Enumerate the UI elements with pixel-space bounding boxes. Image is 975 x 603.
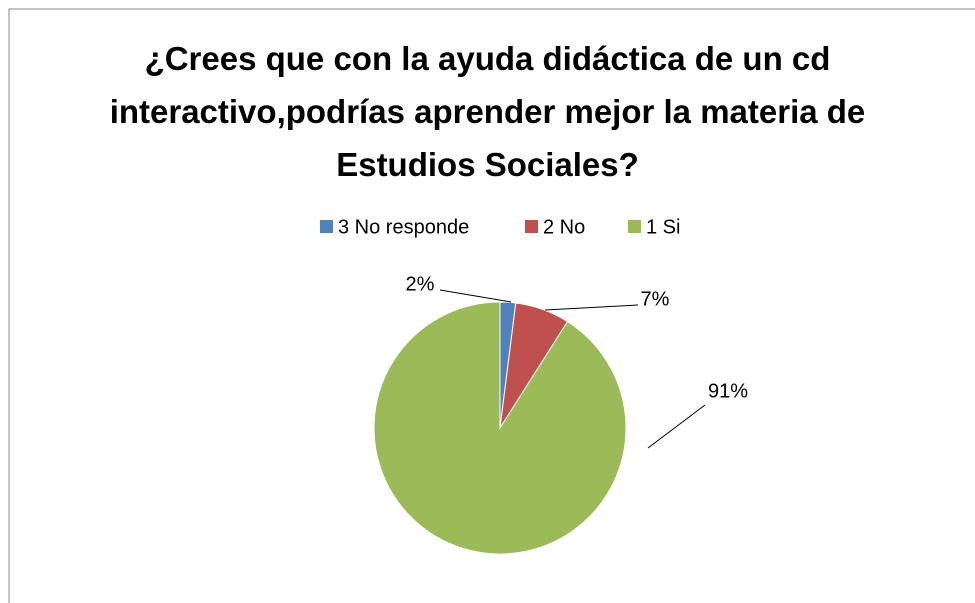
chart-border <box>8 8 975 603</box>
legend-swatch <box>525 220 538 233</box>
legend-swatch <box>320 220 333 233</box>
leader-line <box>647 404 706 449</box>
legend-swatch <box>628 220 641 233</box>
data-label: 2% <box>406 273 435 295</box>
legend-label: 2 No <box>543 216 585 238</box>
chart-title: ¿Crees que con la ayuda didáctica de un … <box>109 40 866 183</box>
leader-line <box>544 304 639 311</box>
data-label: 7% <box>641 288 670 310</box>
pie-slice <box>373 301 627 555</box>
legend-label: 3 No responde <box>338 216 469 238</box>
legend-label: 1 Si <box>646 216 680 238</box>
leader-line <box>439 289 512 303</box>
data-label: 91% <box>708 380 748 402</box>
